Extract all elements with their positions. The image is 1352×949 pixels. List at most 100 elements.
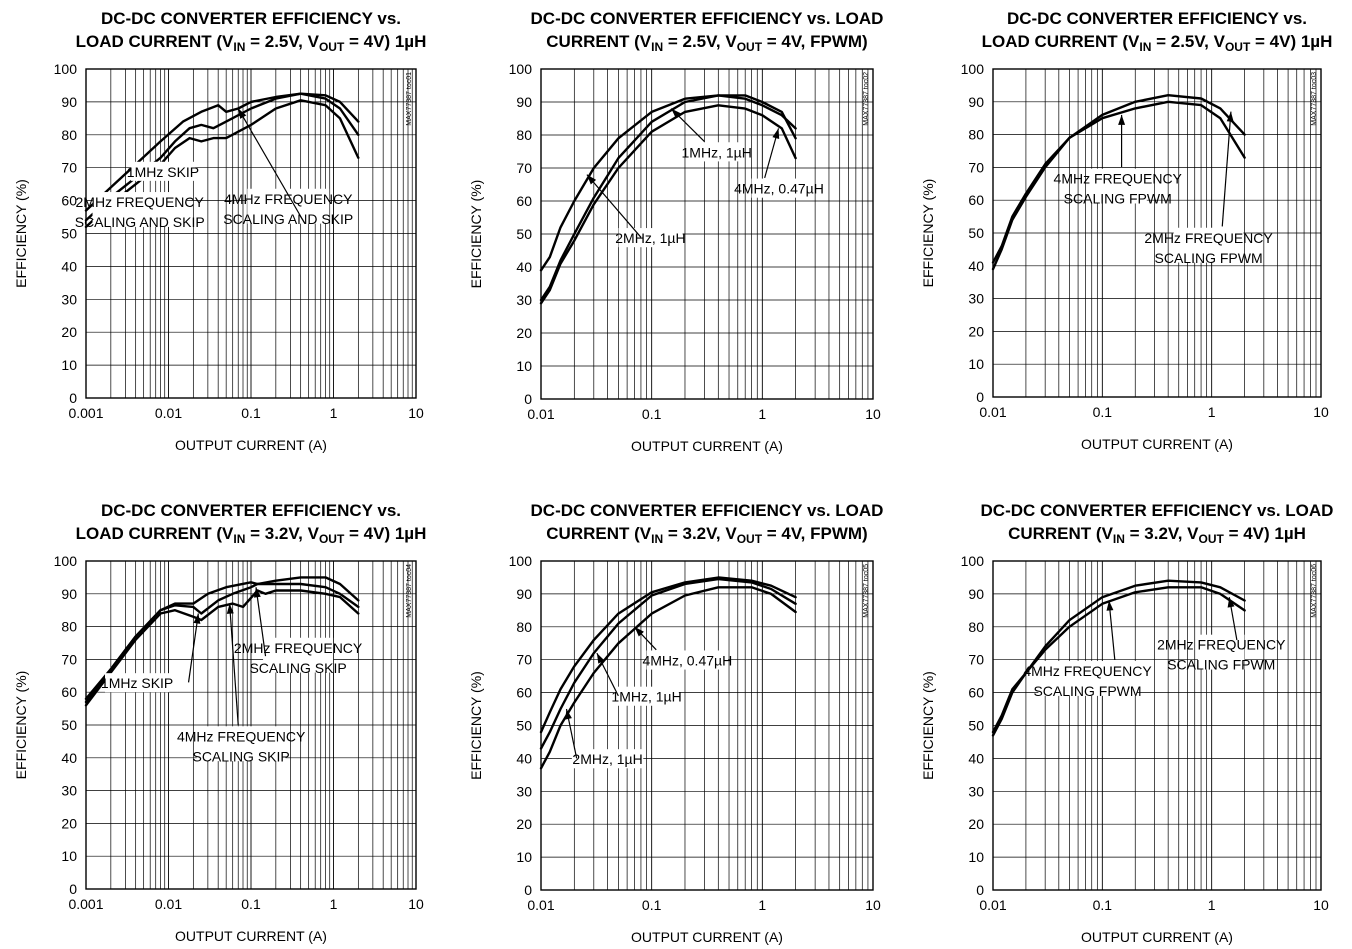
title-text: = 4V) 1µH <box>1224 524 1306 543</box>
y-tick-label: 70 <box>968 159 984 175</box>
y-tick-label: 0 <box>69 881 77 897</box>
title-text: = 4V, FPWM) <box>762 32 868 51</box>
annotation-1: 4MHz FREQUENCY SCALING FPWM <box>1023 600 1152 699</box>
x-tick-label: 0.1 <box>642 406 662 422</box>
annotation-box <box>618 228 683 248</box>
arrowhead <box>671 108 681 119</box>
annotation-1: 4MHz FREQUENCY SCALING FPWM <box>1054 114 1183 207</box>
arrowhead <box>565 709 572 720</box>
x-tick-label: 0.01 <box>155 405 182 421</box>
arrowhead <box>253 587 261 598</box>
x-tick-label: 1 <box>1208 897 1216 913</box>
arrowhead <box>772 128 780 139</box>
y-tick-label: 50 <box>61 717 77 733</box>
title-text: = 3.2V, V <box>1125 524 1199 543</box>
annotation-box <box>1088 168 1147 204</box>
title-subscript: IN <box>1113 532 1125 546</box>
series-line-1 <box>539 94 797 272</box>
annotation-text: 2MHz FREQUENCY <box>1144 230 1273 246</box>
y-axis-label: EFFICIENCY (%) <box>13 671 29 780</box>
y-axis-label: EFFICIENCY (%) <box>13 179 29 288</box>
title-text: = 2.5V, V <box>245 32 319 51</box>
arrowhead <box>193 613 201 624</box>
y-tick-label: 40 <box>516 750 532 766</box>
chart-panel-2: DC-DC CONVERTER EFFICIENCY vs. LOAD CURRE… <box>468 9 883 454</box>
y-tick-label: 80 <box>61 127 77 143</box>
annotation-text: 2MHz FREQUENCY <box>234 640 363 656</box>
annotation-leader <box>237 108 306 224</box>
y-tick-label: 0 <box>976 389 984 405</box>
annotation-3: 2MHz, 1µH <box>586 174 686 248</box>
y-tick-label: 100 <box>54 61 78 77</box>
arrowhead <box>226 603 234 614</box>
part-code: MAX77387 toc06 <box>1311 564 1318 618</box>
y-tick-label: 30 <box>61 291 77 307</box>
annotation-text: 4MHz FREQUENCY <box>1023 663 1152 679</box>
annotation-box <box>92 192 187 227</box>
chart-title-line2: LOAD CURRENT (VIN = 3.2V, VOUT = 4V) 1µH <box>76 524 427 546</box>
title-text: = 2.5V, V <box>663 32 737 51</box>
y-tick-label: 100 <box>509 61 533 77</box>
annotation-text: SCALING FPWM <box>1033 683 1141 699</box>
arrowhead <box>1227 597 1235 608</box>
annotation-2: 2MHz FREQUENCY SCALING FPWM <box>1157 597 1286 673</box>
y-tick-label: 30 <box>968 783 984 799</box>
y-tick-label: 60 <box>968 685 984 701</box>
annotation-text: 1MHz, 1µH <box>682 144 752 160</box>
title-subscript: OUT <box>1225 40 1251 54</box>
y-tick-label: 60 <box>516 193 532 209</box>
part-code: MAX77387 toc04 <box>406 564 413 618</box>
plot-frame <box>540 560 874 891</box>
y-axis-label: EFFICIENCY (%) <box>920 179 936 288</box>
y-tick-label: 30 <box>968 291 984 307</box>
y-tick-label: 30 <box>516 292 532 308</box>
y-tick-label: 20 <box>516 325 532 341</box>
y-tick-label: 40 <box>61 258 77 274</box>
x-axis-label: OUTPUT CURRENT (A) <box>175 437 327 453</box>
part-code: MAX77387 toc03 <box>1311 72 1318 126</box>
annotation-leader <box>228 603 239 726</box>
y-tick-label: 10 <box>516 358 532 374</box>
annotation-box <box>614 686 679 706</box>
chart-title-line1: DC-DC CONVERTER EFFICIENCY vs. <box>101 501 401 520</box>
y-tick-label: 50 <box>968 718 984 734</box>
x-tick-label: 0.01 <box>979 404 1006 420</box>
y-tick-label: 10 <box>968 356 984 372</box>
y-tick-label: 20 <box>61 324 77 340</box>
part-code: MAX77387 toc05 <box>863 564 870 618</box>
x-tick-label: 0.01 <box>527 406 554 422</box>
chart-title-line2: LOAD CURRENT (VIN = 2.5V, VOUT = 4V) 1µH <box>982 32 1333 54</box>
x-tick-label: 10 <box>408 405 424 421</box>
chart-title-line1: DC-DC CONVERTER EFFICIENCY vs. LOAD <box>531 501 884 520</box>
series-line-3 <box>539 104 797 305</box>
y-tick-label: 20 <box>61 815 77 831</box>
y-tick-label: 0 <box>524 391 532 407</box>
y-tick-label: 80 <box>61 619 77 635</box>
chart-panel-4: DC-DC CONVERTER EFFICIENCY vs. LOAD CURRE… <box>13 501 426 944</box>
x-tick-label: 0.1 <box>642 897 662 913</box>
title-subscript: IN <box>651 40 663 54</box>
title-text: = 4V) 1µH <box>344 524 426 543</box>
annotation-box <box>689 142 744 162</box>
y-tick-label: 50 <box>516 226 532 242</box>
annotation-text: 2MHz, 1µH <box>572 751 642 767</box>
y-tick-label: 70 <box>61 651 77 667</box>
annotation-text: SCALING AND SKIP <box>223 211 353 227</box>
y-tick-label: 60 <box>61 684 77 700</box>
x-tick-label: 0.01 <box>155 896 182 912</box>
annotation-2: 4MHz, 0.47µH <box>734 128 824 198</box>
series-line-3 <box>84 589 360 707</box>
y-tick-label: 70 <box>516 652 532 668</box>
plot-frame <box>540 68 874 400</box>
y-tick-label: 60 <box>61 193 77 209</box>
x-axis-label: OUTPUT CURRENT (A) <box>1081 929 1233 945</box>
x-axis-label: OUTPUT CURRENT (A) <box>631 438 783 454</box>
y-tick-label: 20 <box>516 816 532 832</box>
chart-title-line2: CURRENT (VIN = 2.5V, VOUT = 4V, FPWM) <box>546 32 867 54</box>
title-text: CURRENT (V <box>546 32 651 51</box>
annotation-text: SCALING SKIP <box>249 660 346 676</box>
x-tick-label: 0.001 <box>68 896 103 912</box>
chart-panel-3: DC-DC CONVERTER EFFICIENCY vs. LOAD CURRE… <box>920 9 1332 452</box>
x-axis-label: OUTPUT CURRENT (A) <box>175 928 327 944</box>
y-tick-label: 70 <box>61 160 77 176</box>
